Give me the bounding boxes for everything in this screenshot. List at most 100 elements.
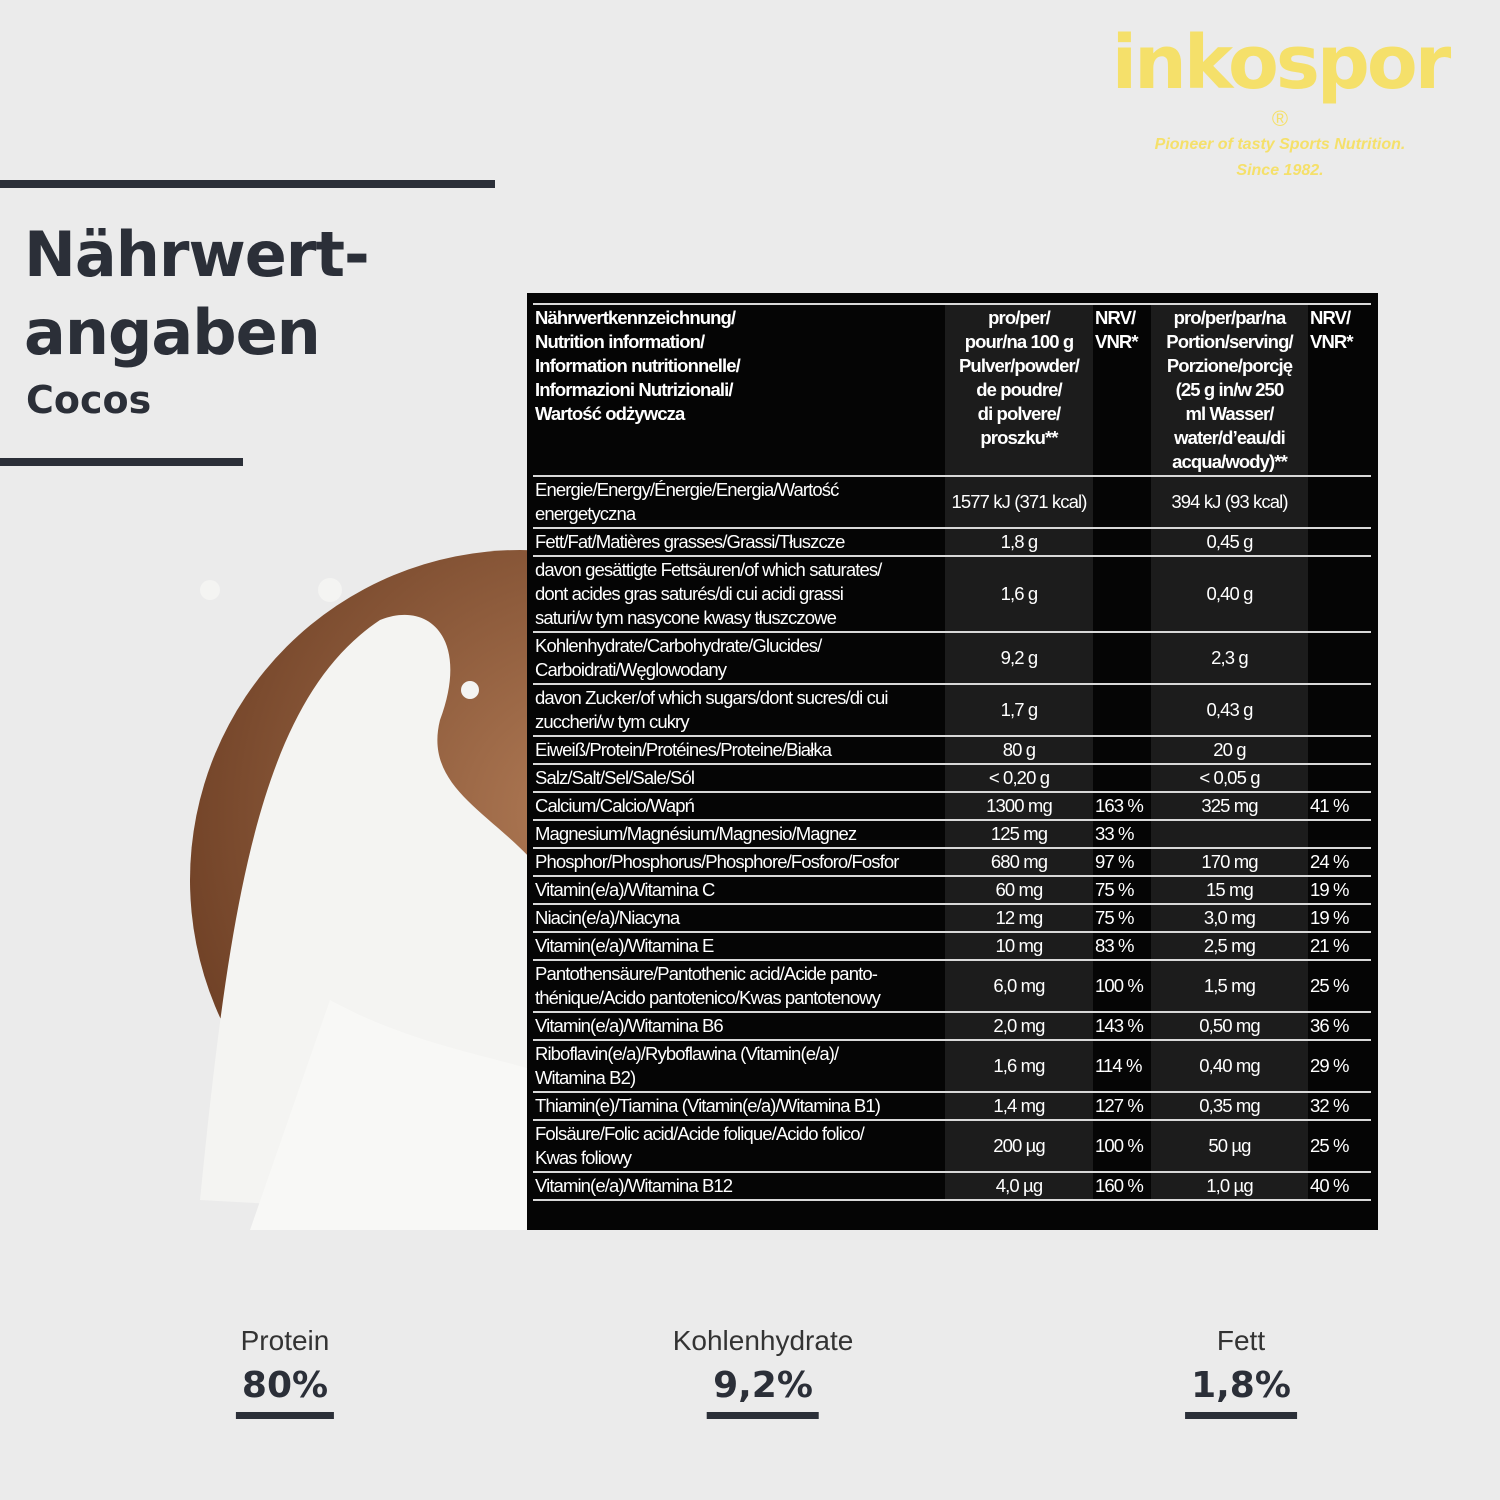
value-cell: 0,45 g — [1151, 528, 1308, 557]
heading: Nährwert- angaben — [24, 216, 370, 372]
value-cell: 6,0 mg — [945, 960, 1093, 1013]
value-cell — [1308, 820, 1371, 849]
value-cell: 200 µg — [945, 1120, 1093, 1173]
value-cell: 143 % — [1093, 1012, 1151, 1041]
table-row: Vitamin(e/a)/Witamina C 60 mg 75 % 15 mg 19 … — [533, 876, 1371, 905]
value-cell: 160 % — [1093, 1172, 1151, 1201]
nutrient-label: Magnesium/Magnésium/Magnesio/Magnez — [533, 820, 945, 849]
value-cell: 9,2 g — [945, 632, 1093, 685]
value-cell — [1308, 736, 1371, 765]
value-cell: 0,40 g — [1151, 556, 1308, 633]
drop — [461, 681, 479, 699]
highlight: Fett 1,8% — [1185, 1325, 1297, 1419]
value-cell: 0,40 mg — [1151, 1040, 1308, 1093]
value-cell: 75 % — [1093, 904, 1151, 933]
table-row: Magnesium/Magnésium/Magnesio/Magnez 125 m… — [533, 820, 1371, 849]
nutrient-label: Thiamin(e)/Tiamina (Vitamin(e/a)/Witamin… — [533, 1092, 945, 1121]
divider — [0, 458, 243, 466]
tagline: Pioneer of tasty Sports Nutrition. — [1154, 136, 1406, 153]
highlight-value: 9,2% — [707, 1361, 819, 1419]
value-cell: 50 µg — [1151, 1120, 1308, 1173]
value-cell: 1,6 g — [945, 556, 1093, 633]
nutrient-label: Vitamin(e/a)/Witamina E — [533, 932, 945, 961]
value-cell: 125 mg — [945, 820, 1093, 849]
value-cell: 10 mg — [945, 932, 1093, 961]
nutrient-label: Vitamin(e/a)/Witamina B12 — [533, 1172, 945, 1201]
nutrient-label: Folsäure/Folic acid/Acide folique/Acido … — [533, 1120, 945, 1173]
nutrition-table: Nährwertkennzeichnung/ Nutrition informa… — [527, 293, 1378, 1230]
value-cell: 2,0 mg — [945, 1012, 1093, 1041]
table-row: Thiamin(e)/Tiamina (Vitamin(e/a)/Witamin… — [533, 1092, 1371, 1121]
value-cell: 1,4 mg — [945, 1092, 1093, 1121]
highlight: Protein 80% — [235, 1325, 335, 1419]
nutrient-label: Energie/Energy/Énergie/Energia/Wartość e… — [533, 476, 945, 529]
value-cell: 32 % — [1308, 1092, 1371, 1121]
highlight-label: Kohlenhydrate — [672, 1325, 854, 1356]
value-cell: < 0,20 g — [945, 764, 1093, 793]
nutrient-label: Riboflavin(e/a)/Ryboflawina (Vitamin(e/a… — [533, 1040, 945, 1093]
value-cell: 0,43 g — [1151, 684, 1308, 737]
value-cell: 33 % — [1093, 820, 1151, 849]
value-cell — [1308, 764, 1371, 793]
value-cell: 19 % — [1308, 876, 1371, 905]
value-cell — [1093, 684, 1151, 737]
value-cell — [1093, 632, 1151, 685]
registered: ® — [1271, 106, 1289, 131]
table-row: Vitamin(e/a)/Witamina B6 2,0 mg 143 % 0,50 … — [533, 1012, 1371, 1041]
value-cell: 100 % — [1093, 1120, 1151, 1173]
value-cell: 0,50 mg — [1151, 1012, 1308, 1041]
value-cell: 75 % — [1093, 876, 1151, 905]
nutrient-label: Phosphor/Phosphorus/Phosphore/Fosforo/Fo… — [533, 848, 945, 877]
glass — [250, 1000, 560, 1230]
value-cell: 114 % — [1093, 1040, 1151, 1093]
nutrient-label: Vitamin(e/a)/Witamina C — [533, 876, 945, 905]
value-cell: 4,0 µg — [945, 1172, 1093, 1201]
table-row: Energie/Energy/Énergie/Energia/Wartość e… — [533, 476, 1371, 529]
value-cell — [1308, 528, 1371, 557]
value-cell: 36 % — [1308, 1012, 1371, 1041]
header-cell: NRV/ VNR* — [1093, 303, 1151, 477]
highlight-value: 1,8% — [1185, 1361, 1297, 1419]
value-cell — [1308, 632, 1371, 685]
table-row: davon Zucker/of which sugars/dont sucres… — [533, 684, 1371, 737]
nutrient-label: Vitamin(e/a)/Witamina B6 — [533, 1012, 945, 1041]
table-row: Folsäure/Folic acid/Acide folique/Acido … — [533, 1120, 1371, 1173]
nutrient-label: davon gesättigte Fettsäuren/of which sat… — [533, 556, 945, 633]
value-cell: 60 mg — [945, 876, 1093, 905]
table-row: Fett/Fat/Matières grasses/Grassi/Tłuszcz… — [533, 528, 1371, 557]
highlight-label: Fett — [1216, 1325, 1266, 1356]
header-cell: NRV/ VNR* — [1308, 303, 1371, 477]
nutrient-label: davon Zucker/of which sugars/dont sucres… — [533, 684, 945, 737]
brand: inkospor — [1111, 20, 1451, 106]
value-cell: 1,8 g — [945, 528, 1093, 557]
header-cell: Nährwertkennzeichnung/ Nutrition informa… — [533, 303, 945, 477]
highlight: Kohlenhydrate 9,2% — [672, 1325, 854, 1419]
value-cell: 1,6 mg — [945, 1040, 1093, 1093]
value-cell: 1,0 µg — [1151, 1172, 1308, 1201]
value-cell: 80 g — [945, 736, 1093, 765]
value-cell — [1308, 556, 1371, 633]
nutrient-label: Calcium/Calcio/Wapń — [533, 792, 945, 821]
table-row: Vitamin(e/a)/Witamina B12 4,0 µg 160 % 1,0 … — [533, 1172, 1371, 1201]
highlight-value: 80% — [235, 1361, 335, 1419]
table-row: Kohlenhydrate/Carbohydrate/Glucides/ Car… — [533, 632, 1371, 685]
table-row: Calcium/Calcio/Wapń 1300 mg 163 % 325 mg 41 … — [533, 792, 1371, 821]
value-cell: 83 % — [1093, 932, 1151, 961]
header-cell: pro/per/par/na Portion/serving/ Porzione… — [1151, 303, 1308, 477]
value-cell: 20 g — [1151, 736, 1308, 765]
value-cell — [1308, 684, 1371, 737]
header-row: Nährwertkennzeichnung/ Nutrition informa… — [533, 303, 1371, 477]
table-row: Vitamin(e/a)/Witamina E 10 mg 83 % 2,5 mg 21… — [533, 932, 1371, 961]
value-cell: 1,7 g — [945, 684, 1093, 737]
value-cell: 100 % — [1093, 960, 1151, 1013]
value-cell — [1093, 736, 1151, 765]
value-cell: 0,35 mg — [1151, 1092, 1308, 1121]
value-cell: < 0,05 g — [1151, 764, 1308, 793]
nutrient-label: Pantothensäure/Pantothenic acid/Acide pa… — [533, 960, 945, 1013]
heading-line: angaben — [24, 296, 321, 369]
value-cell: 1300 mg — [945, 792, 1093, 821]
drop — [200, 580, 220, 600]
value-cell: 3,0 mg — [1151, 904, 1308, 933]
header-cell: pro/per/ pour/na 100 g Pulver/powder/ de… — [945, 303, 1093, 477]
